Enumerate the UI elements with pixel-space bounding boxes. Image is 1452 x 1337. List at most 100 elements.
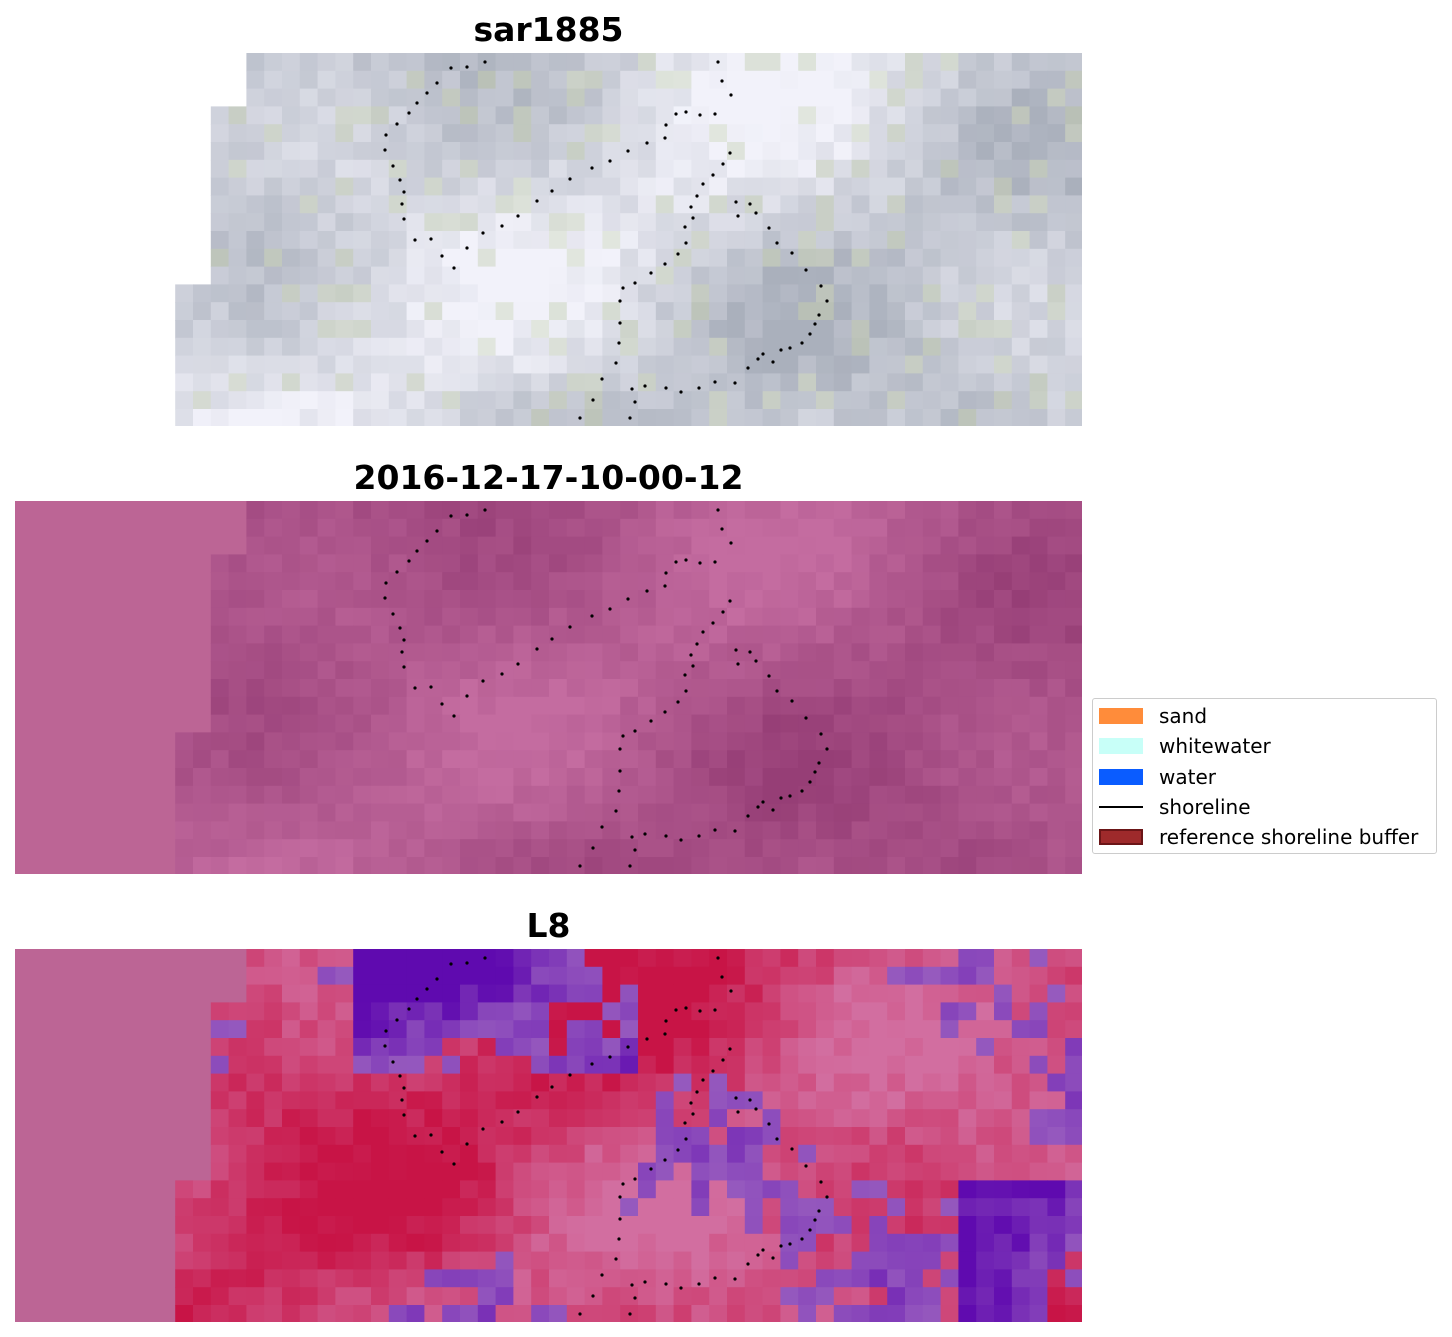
raster-cell bbox=[887, 320, 906, 339]
raster-cell bbox=[780, 750, 799, 769]
raster-cell bbox=[602, 1127, 621, 1146]
raster-cell bbox=[887, 195, 906, 214]
raster-cell bbox=[922, 590, 942, 609]
raster-cell bbox=[335, 643, 354, 662]
raster-cell bbox=[1029, 106, 1048, 125]
raster-cell bbox=[566, 1109, 586, 1128]
raster-cell bbox=[869, 803, 888, 822]
raster-cell bbox=[709, 1002, 728, 1021]
raster-cell bbox=[442, 373, 461, 392]
raster-cell bbox=[282, 124, 301, 143]
raster-cell bbox=[1029, 661, 1048, 680]
raster-cell bbox=[905, 1091, 924, 1110]
raster-cell bbox=[228, 857, 247, 874]
raster-cell bbox=[869, 409, 888, 426]
raster-cell bbox=[549, 1127, 568, 1146]
raster-cell bbox=[887, 177, 906, 196]
raster-cell bbox=[228, 1180, 247, 1199]
raster-cell bbox=[833, 337, 853, 357]
raster-cell bbox=[477, 53, 497, 72]
raster-cell bbox=[620, 1055, 639, 1075]
raster-cell bbox=[210, 696, 230, 716]
raster-cell bbox=[798, 966, 817, 986]
raster-cell bbox=[1065, 373, 1082, 392]
shoreline-point bbox=[449, 514, 453, 518]
raster-cell bbox=[922, 391, 942, 410]
raster-cell bbox=[566, 1002, 586, 1021]
raster-cell bbox=[1011, 1251, 1031, 1270]
raster-cell bbox=[317, 142, 336, 161]
raster-cell bbox=[638, 142, 657, 161]
raster-cell bbox=[371, 320, 390, 339]
raster-cell bbox=[976, 409, 995, 426]
raster-cell bbox=[353, 643, 372, 662]
raster-cell bbox=[210, 1127, 230, 1146]
raster-cell bbox=[887, 768, 906, 787]
raster-cell bbox=[371, 554, 390, 573]
raster-cell bbox=[353, 768, 372, 787]
raster-cell bbox=[513, 195, 532, 214]
raster-cell bbox=[655, 106, 675, 125]
raster-cell bbox=[442, 785, 461, 805]
raster-cell bbox=[549, 1038, 568, 1057]
raster-cell bbox=[335, 142, 354, 161]
raster-cell bbox=[549, 1109, 568, 1128]
raster-cell bbox=[976, 966, 995, 986]
raster-cell bbox=[727, 501, 746, 520]
raster-cell bbox=[780, 768, 799, 787]
raster-cell bbox=[762, 768, 781, 787]
raster-cell bbox=[816, 88, 835, 107]
raster-cell bbox=[709, 337, 728, 357]
raster-cell bbox=[442, 679, 461, 698]
raster-cell bbox=[780, 53, 799, 72]
raster-cell bbox=[424, 750, 443, 769]
raster-cell bbox=[833, 88, 853, 107]
raster-cell bbox=[193, 284, 212, 303]
raster-cell bbox=[513, 1002, 532, 1021]
raster-cell bbox=[1029, 320, 1048, 339]
raster-cell bbox=[780, 409, 799, 426]
raster-cell bbox=[477, 195, 497, 214]
raster-cell bbox=[887, 70, 906, 90]
raster-cell bbox=[246, 625, 265, 644]
raster-cell bbox=[210, 732, 230, 751]
raster-cell bbox=[887, 1216, 906, 1235]
raster-cell bbox=[655, 1216, 675, 1235]
raster-cell bbox=[709, 70, 728, 90]
raster-cell bbox=[584, 1216, 603, 1235]
raster-cell bbox=[495, 177, 514, 196]
raster-cell bbox=[584, 1305, 603, 1322]
raster-cell bbox=[228, 373, 247, 392]
raster-cell bbox=[958, 1002, 977, 1021]
raster-cell bbox=[1029, 1038, 1048, 1057]
raster-cell bbox=[228, 1127, 247, 1146]
raster-cell bbox=[940, 1002, 959, 1021]
raster-cell bbox=[477, 88, 497, 107]
raster-cell bbox=[1065, 1127, 1082, 1146]
shoreline-point bbox=[429, 1133, 433, 1137]
raster-cell bbox=[994, 1269, 1013, 1288]
raster-cell bbox=[531, 857, 550, 874]
raster-cell bbox=[994, 88, 1013, 107]
raster-cell bbox=[869, 53, 888, 72]
raster-cell bbox=[477, 1002, 497, 1021]
raster-cell bbox=[816, 1020, 835, 1039]
raster-cell bbox=[460, 231, 479, 250]
raster-cell bbox=[406, 821, 425, 840]
raster-cell bbox=[549, 1144, 568, 1164]
raster-cell bbox=[691, 195, 710, 214]
raster-cell bbox=[994, 266, 1013, 285]
raster-cell bbox=[566, 1091, 586, 1110]
raster-cell bbox=[549, 590, 568, 609]
raster-cell bbox=[691, 1251, 710, 1270]
raster-cell bbox=[976, 501, 995, 520]
shoreline-point bbox=[435, 977, 439, 981]
raster-cell bbox=[887, 1109, 906, 1128]
raster-cell bbox=[602, 590, 621, 609]
raster-cell bbox=[833, 803, 853, 822]
raster-cell bbox=[744, 661, 764, 680]
raster-cell bbox=[549, 1180, 568, 1199]
raster-cell bbox=[851, 373, 870, 392]
raster-cell bbox=[869, 355, 888, 374]
raster-cell bbox=[282, 750, 301, 769]
